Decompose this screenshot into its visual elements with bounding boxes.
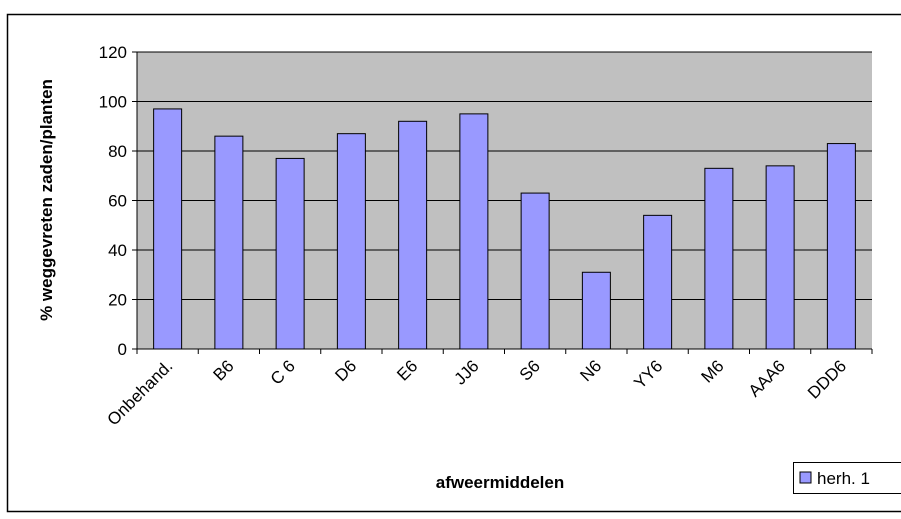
y-tick-label: 20 <box>108 291 127 310</box>
y-tick-label: 80 <box>108 142 127 161</box>
bar <box>336 133 366 350</box>
bar <box>826 143 856 350</box>
bar <box>214 135 244 350</box>
bar <box>459 113 489 350</box>
legend-swatch <box>799 471 812 484</box>
y-tick-label: 40 <box>108 241 127 260</box>
x-axis-title: afweermiddelen <box>436 473 565 492</box>
bar <box>765 165 795 350</box>
legend-label: herh. 1 <box>817 469 870 488</box>
bar <box>643 214 673 350</box>
bar <box>581 271 611 350</box>
y-tick-label: 120 <box>99 43 127 62</box>
bar <box>520 192 550 350</box>
y-tick-label: 100 <box>99 93 127 112</box>
y-tick-label: 0 <box>118 340 127 359</box>
bar <box>275 157 305 350</box>
bar <box>704 167 734 350</box>
bar <box>398 120 428 350</box>
bar <box>153 108 183 350</box>
y-axis-title: % weggevreten zaden/planten <box>37 79 56 321</box>
y-tick-label: 60 <box>108 192 127 211</box>
